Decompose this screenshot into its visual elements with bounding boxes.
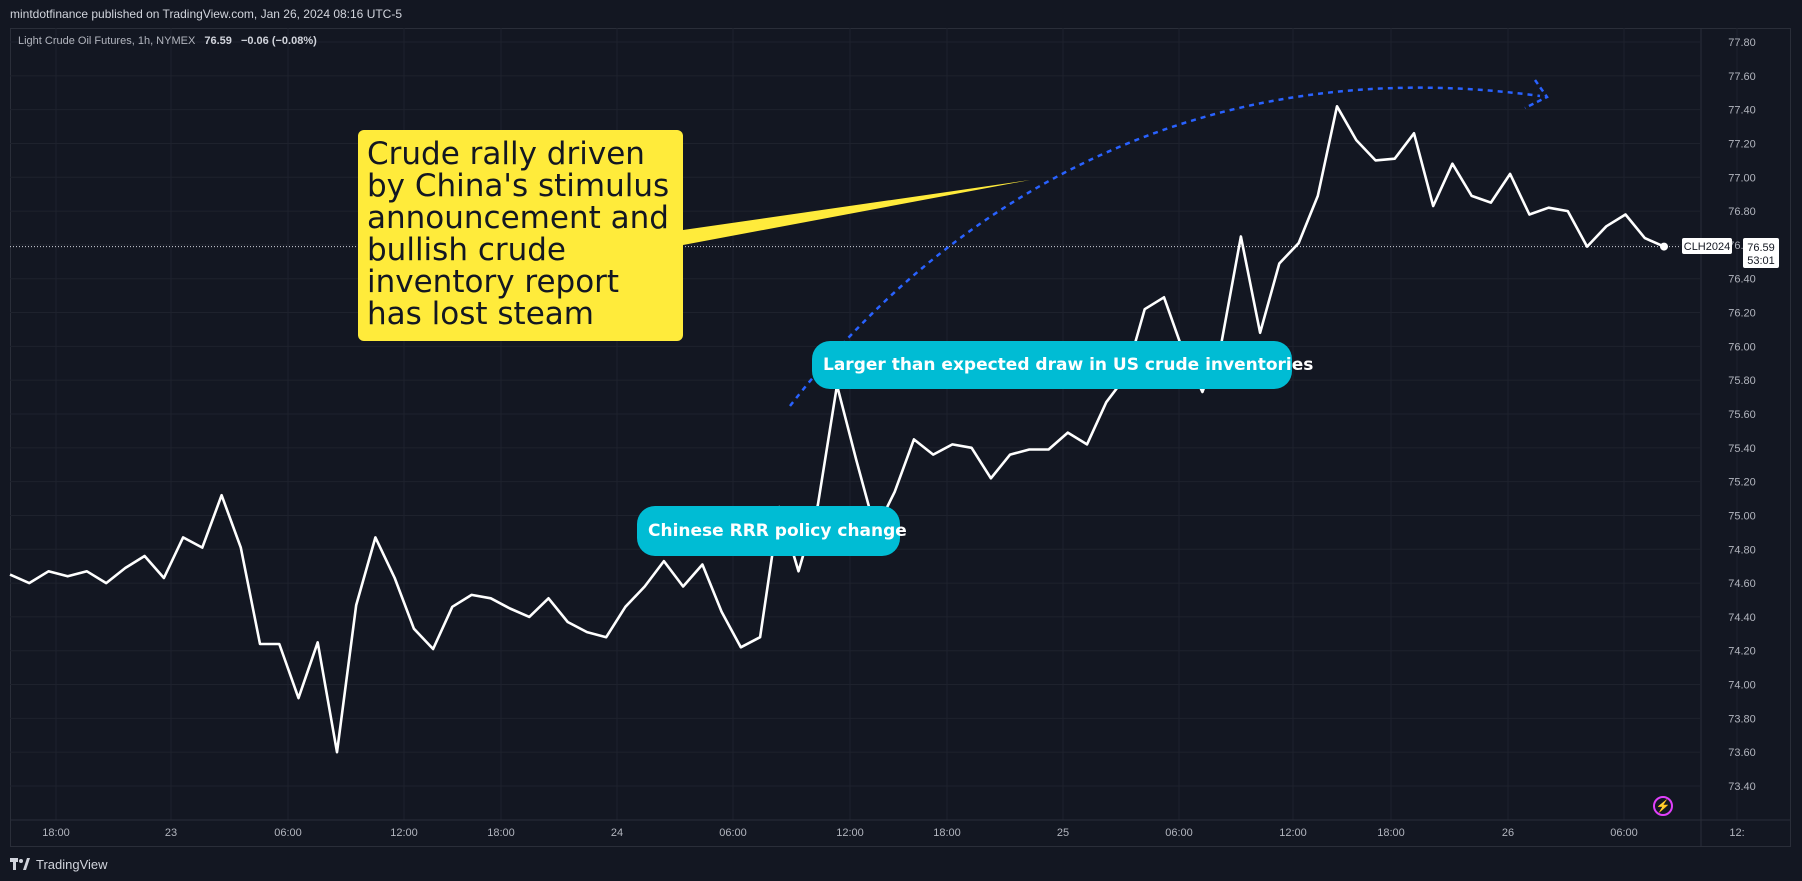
price-tag-price: 76.59 <box>1747 242 1775 254</box>
y-tick-label: 76.80 <box>1728 206 1756 218</box>
y-tick-label: 73.80 <box>1728 713 1756 725</box>
y-tick-label: 74.80 <box>1728 544 1756 556</box>
x-tick-label: 18:00 <box>42 827 70 839</box>
series <box>9 105 1668 754</box>
y-tick-label: 77.20 <box>1728 138 1756 150</box>
publish-header: mintdotfinance published on TradingView.… <box>10 7 403 21</box>
last-price: 76.59 <box>204 35 232 47</box>
y-tick-label: 75.00 <box>1728 510 1756 522</box>
x-tick-label: 12:00 <box>390 827 418 839</box>
symbol-description: Light Crude Oil Futures, 1h, NYMEX <box>18 35 196 47</box>
y-tick-label: 75.60 <box>1728 409 1756 421</box>
y-tick-label: 76.00 <box>1728 341 1756 353</box>
note-rrr-policy[interactable]: Chinese RRR policy change <box>637 506 907 556</box>
y-tick-label: 75.80 <box>1728 375 1756 387</box>
y-tick-label: 77.80 <box>1728 37 1756 49</box>
y-tick-label: 74.20 <box>1728 646 1756 658</box>
note-china-rally[interactable]: Crude rally driven by China's stimulus a… <box>358 130 683 341</box>
x-tick-label: 18:00 <box>1377 827 1405 839</box>
x-tick-label: 06:00 <box>274 827 302 839</box>
grid <box>10 28 1738 820</box>
note-rrr-policy-text: Chinese RRR policy change <box>648 521 907 541</box>
x-tick-label: 12:00 <box>1279 827 1307 839</box>
y-tick-label: 73.40 <box>1728 781 1756 793</box>
y-tick-label: 74.60 <box>1728 578 1756 590</box>
forecast-arrow <box>789 86 1541 407</box>
y-tick-label: 73.60 <box>1728 747 1756 759</box>
y-tick-label: 74.40 <box>1728 612 1756 624</box>
callout-pointer <box>683 180 1030 245</box>
y-tick-label: 77.60 <box>1728 71 1756 83</box>
y-tick-label: 75.20 <box>1728 477 1756 489</box>
x-tick-label: 12:00 <box>836 827 864 839</box>
price-tag-symbol: CLH2024 <box>1684 241 1730 253</box>
y-tick-label: 77.40 <box>1728 105 1756 117</box>
x-tick-label: 06:00 <box>1165 827 1193 839</box>
price-tag-countdown: 53:01 <box>1747 255 1775 267</box>
tradingview-logo-icon <box>10 858 30 870</box>
y-tick-label: 77.00 <box>1728 172 1756 184</box>
x-tick-label: 25 <box>1057 827 1069 839</box>
y-tick-label: 76.40 <box>1728 274 1756 286</box>
x-tick-label: 26 <box>1502 827 1514 839</box>
x-tick-label: 24 <box>611 827 623 839</box>
y-tick-label: 76.20 <box>1728 308 1756 320</box>
note-crude-draw[interactable]: Larger than expected draw in US crude in… <box>812 341 1313 389</box>
y-tick-label: 75.40 <box>1728 443 1756 455</box>
chart-frame <box>10 28 1791 847</box>
brand-name: TradingView <box>36 856 108 872</box>
x-tick-label: 18:00 <box>933 827 961 839</box>
price-change: −0.06 (−0.08%) <box>240 35 317 47</box>
note-crude-draw-text: Larger than expected draw in US crude in… <box>823 355 1314 375</box>
x-tick-label: 12: <box>1729 827 1744 839</box>
x-tick-label: 06:00 <box>719 827 747 839</box>
price-tag: CLH2024 76.59 53:01 <box>1682 238 1779 268</box>
lightning-icon[interactable]: ⚡ <box>1653 796 1673 816</box>
chart-legend[interactable]: Light Crude Oil Futures, 1h, NYMEX 76.59… <box>18 35 317 47</box>
x-tick-label: 23 <box>165 827 177 839</box>
axes: 77.8077.6077.4077.2077.0076.8076.6076.40… <box>10 28 1790 847</box>
footer[interactable]: TradingView <box>10 854 108 874</box>
y-tick-label: 74.00 <box>1728 680 1756 692</box>
price-series-line <box>9 105 1665 754</box>
forecast-arrow-head <box>1524 79 1549 110</box>
x-tick-label: 06:00 <box>1610 827 1638 839</box>
x-tick-label: 18:00 <box>487 827 515 839</box>
last-price-dot <box>1660 242 1668 251</box>
